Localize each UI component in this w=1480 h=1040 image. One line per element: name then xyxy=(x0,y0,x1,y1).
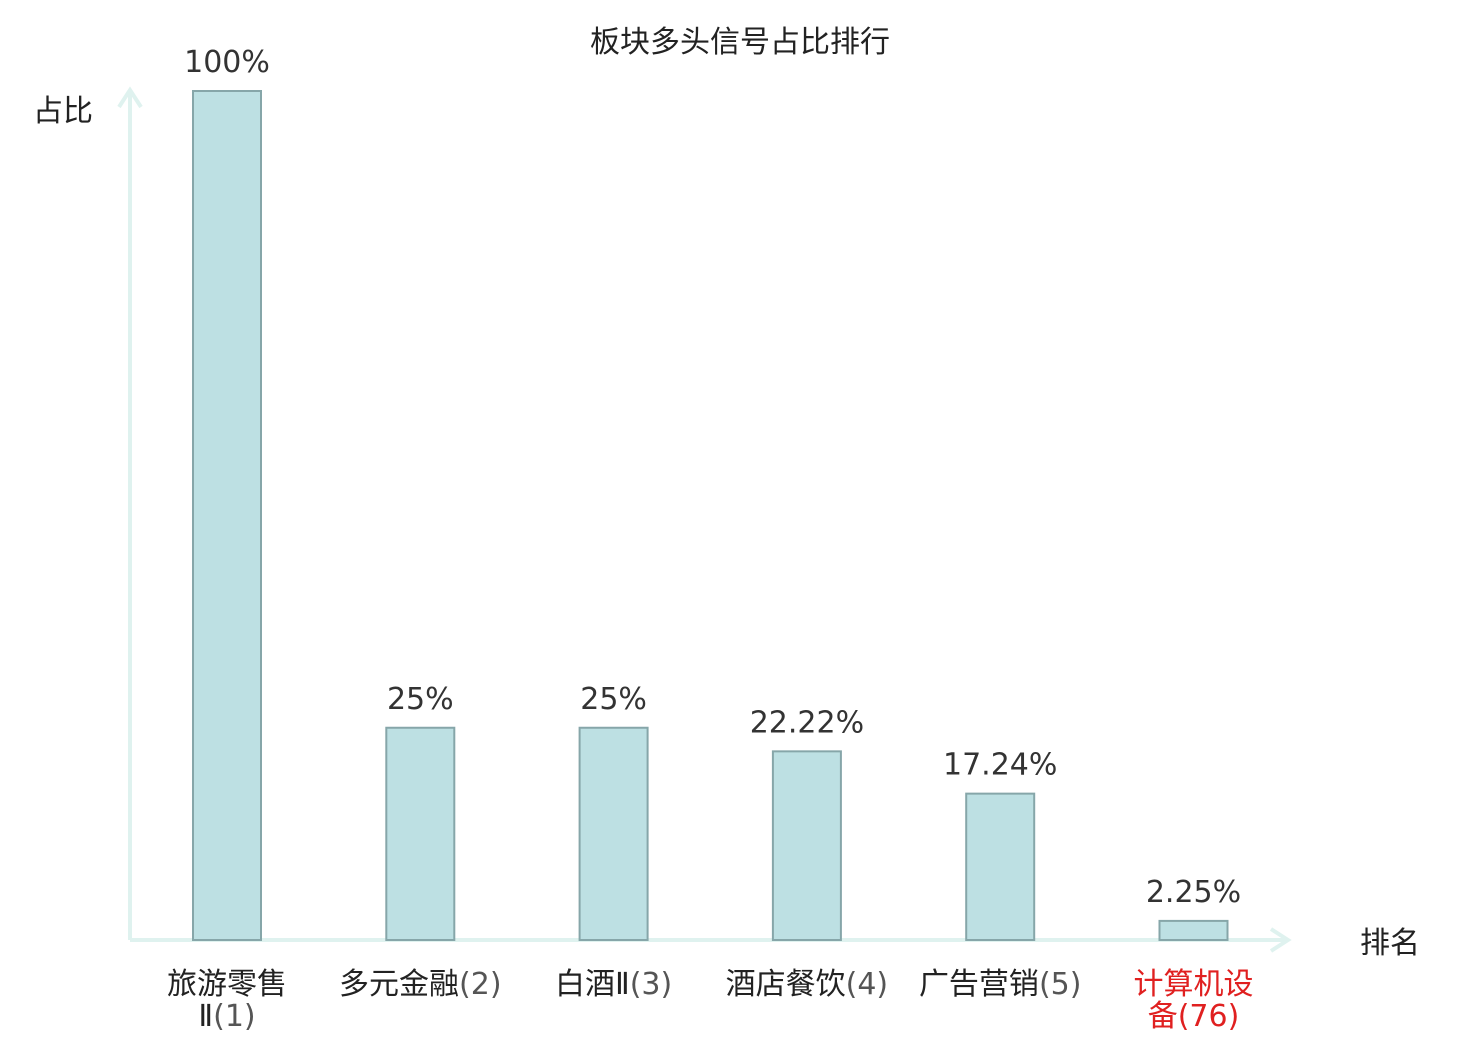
category-rank: (5) xyxy=(1039,967,1082,1002)
category-label: 广告营销(5) xyxy=(919,967,1081,1002)
x-axis-arrow xyxy=(1269,927,1292,953)
category-rank: (76) xyxy=(1178,999,1240,1034)
bar-value-label: 2.25% xyxy=(1146,875,1241,910)
x-axis-label: 排名 xyxy=(1360,926,1420,961)
bar xyxy=(1158,919,1229,942)
category-labels-group: 旅游零售 Ⅱ(1) 多元金融(2) 白酒Ⅱ(3) 酒店餐饮(4) 广告营销(5) 计算机设备… xyxy=(167,967,1254,1034)
category-name-cont: 备 xyxy=(1148,999,1178,1034)
chart-title: 板块多头信号占比排行 xyxy=(590,25,890,60)
category-name: 计算机设 xyxy=(1134,967,1254,1002)
bar xyxy=(192,90,262,941)
bar-value-label: 22.22% xyxy=(750,705,864,740)
category-rank: (2) xyxy=(459,967,502,1002)
category-label: 多元金融(2) xyxy=(339,967,502,1002)
category-label: 计算机设备(76) xyxy=(1134,967,1254,1034)
bar xyxy=(385,726,456,941)
y-axis-arrow xyxy=(117,86,143,109)
category-name: 酒店餐饮 xyxy=(726,967,846,1002)
category-name: 多元金融 xyxy=(339,967,459,1002)
category-label: 酒店餐饮(4) xyxy=(726,967,889,1002)
category-name: 白酒Ⅱ xyxy=(555,967,630,1002)
category-rank: (1) xyxy=(213,999,256,1034)
bar-value-label: 17.24% xyxy=(943,748,1057,783)
category-name-cont: Ⅱ xyxy=(198,999,213,1034)
bar xyxy=(965,792,1036,941)
bar-value-label: 25% xyxy=(387,682,454,717)
category-rank: (3) xyxy=(630,967,673,1002)
bars-group xyxy=(192,90,1229,942)
y-axis-label: 占比 xyxy=(33,94,93,129)
category-label: 白酒Ⅱ(3) xyxy=(555,967,672,1002)
bar-value-label: 25% xyxy=(580,682,647,717)
category-name: 广告营销 xyxy=(919,967,1039,1002)
category-label: 旅游零售 Ⅱ(1) xyxy=(167,967,287,1034)
bar xyxy=(578,726,649,941)
bar-value-label: 100% xyxy=(184,45,270,80)
category-name: 旅游零售 xyxy=(167,967,287,1002)
bar xyxy=(771,750,842,941)
category-rank: (4) xyxy=(846,967,889,1002)
value-labels-group: 100% 25% 25% 22.22% 17.24% 2.25% xyxy=(184,45,1241,910)
